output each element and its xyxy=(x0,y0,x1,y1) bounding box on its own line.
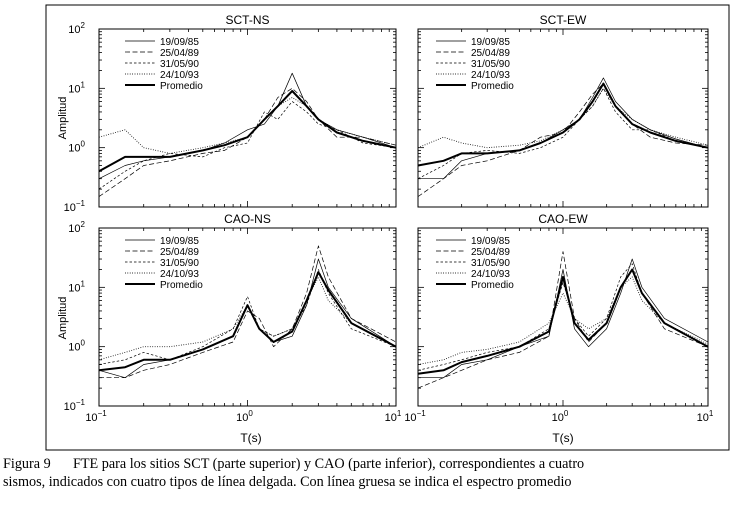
series-line xyxy=(418,77,709,180)
y-tick-label: 101 xyxy=(68,279,85,294)
legend-label: 24/10/93 xyxy=(471,70,510,81)
plot-frame xyxy=(98,28,397,208)
caption-label: Figura 9 xyxy=(3,456,51,472)
series-line xyxy=(417,82,709,167)
series-line xyxy=(417,268,709,375)
y-tick-label: 102 xyxy=(68,21,85,36)
caption-text-line1: FTE para los sitios SCT (parte superior)… xyxy=(73,456,585,472)
plot-frame xyxy=(98,227,397,407)
legend-label: 31/05/90 xyxy=(160,59,199,70)
legend-label: Promedio xyxy=(160,280,203,291)
legend-label: 19/09/85 xyxy=(471,236,510,247)
legend-label: 31/05/90 xyxy=(160,258,199,269)
y-tick-label: 101 xyxy=(68,80,85,95)
panel-title: CAO-NS xyxy=(224,212,271,226)
legend-label: Promedio xyxy=(471,280,514,291)
panels: SCT-NS10−110010110219/09/8525/04/8931/05… xyxy=(64,13,714,424)
y-tick-label: 10−1 xyxy=(64,199,86,214)
legend-label: 24/10/93 xyxy=(160,269,199,280)
y-axis-label-top: Amplitud xyxy=(57,97,69,140)
figure-frame xyxy=(45,4,730,451)
caption-text-rest: sismos, indicados con cuatro tipos de lí… xyxy=(3,474,572,490)
x-tick-label: 10−1 xyxy=(85,409,107,424)
y-tick-label: 100 xyxy=(68,140,85,155)
panel-sct-ew: SCT-EW 19/09/8525/04/8931/05/9024/10/93Pr… xyxy=(417,13,709,208)
series-line xyxy=(417,83,709,197)
ylabel-top-text: Amplitud xyxy=(57,97,69,140)
y-tick-label: 10−1 xyxy=(64,398,86,413)
legend-label: 31/05/90 xyxy=(471,59,510,70)
y-axis-label-bottom: Amplitud xyxy=(57,297,69,340)
legend-label: 25/04/89 xyxy=(471,48,510,59)
ylabel-bottom-text: Amplitud xyxy=(57,297,69,340)
legend-label: 19/09/85 xyxy=(471,37,510,48)
x-tick-label: 101 xyxy=(385,409,402,424)
series-line xyxy=(98,97,397,154)
series-line xyxy=(98,90,397,173)
legend-label: 25/04/89 xyxy=(160,247,199,258)
legend-label: 25/04/89 xyxy=(160,48,199,59)
legend-label: Promedio xyxy=(471,81,514,92)
x-tick-label: 10−1 xyxy=(404,409,426,424)
series-line xyxy=(98,87,397,197)
panel-sct-ns: SCT-NS 10−1 100 101 102 19/09/8525/04/8931/05… xyxy=(64,13,397,214)
x-tick-label: 101 xyxy=(697,409,714,424)
x-tick-label: 100 xyxy=(236,409,253,424)
panel-title: CAO-EW xyxy=(538,212,588,226)
xlabel-right: T(s) xyxy=(552,431,573,445)
series-line xyxy=(98,276,397,361)
panel-cao-ew: CAO-EW 10−1 100 101 19/09/8525/04/8931/05/90… xyxy=(404,212,714,424)
series-line xyxy=(99,245,397,379)
legend-label: Promedio xyxy=(160,81,203,92)
series-line xyxy=(417,87,709,149)
x-tick-label: 100 xyxy=(552,409,569,424)
series-line xyxy=(418,258,709,379)
legend-label: 24/10/93 xyxy=(160,70,199,81)
series-line xyxy=(98,72,397,180)
plot-frame xyxy=(417,28,709,208)
panel-title: SCT-EW xyxy=(540,13,587,27)
legend-label: 19/09/85 xyxy=(160,37,199,48)
series-line xyxy=(98,269,397,365)
y-tick-label: 100 xyxy=(68,339,85,354)
legend-label: 24/10/93 xyxy=(471,269,510,280)
series-line xyxy=(417,276,709,365)
y-tick-label: 102 xyxy=(68,220,85,235)
xlabel-left: T(s) xyxy=(240,431,261,445)
series-line xyxy=(417,251,709,389)
panel-cao-ns: CAO-NS 10−1 100 101 102 10−1 100 101 19/09/8525/… xyxy=(64,212,402,424)
legend-label: 31/05/90 xyxy=(471,258,510,269)
panel-title: SCT-NS xyxy=(225,13,269,27)
series-line xyxy=(98,101,397,190)
legend-label: 19/09/85 xyxy=(160,236,199,247)
series-line xyxy=(98,271,397,372)
legend-label: 25/04/89 xyxy=(471,247,510,258)
plot-frame xyxy=(417,227,709,407)
